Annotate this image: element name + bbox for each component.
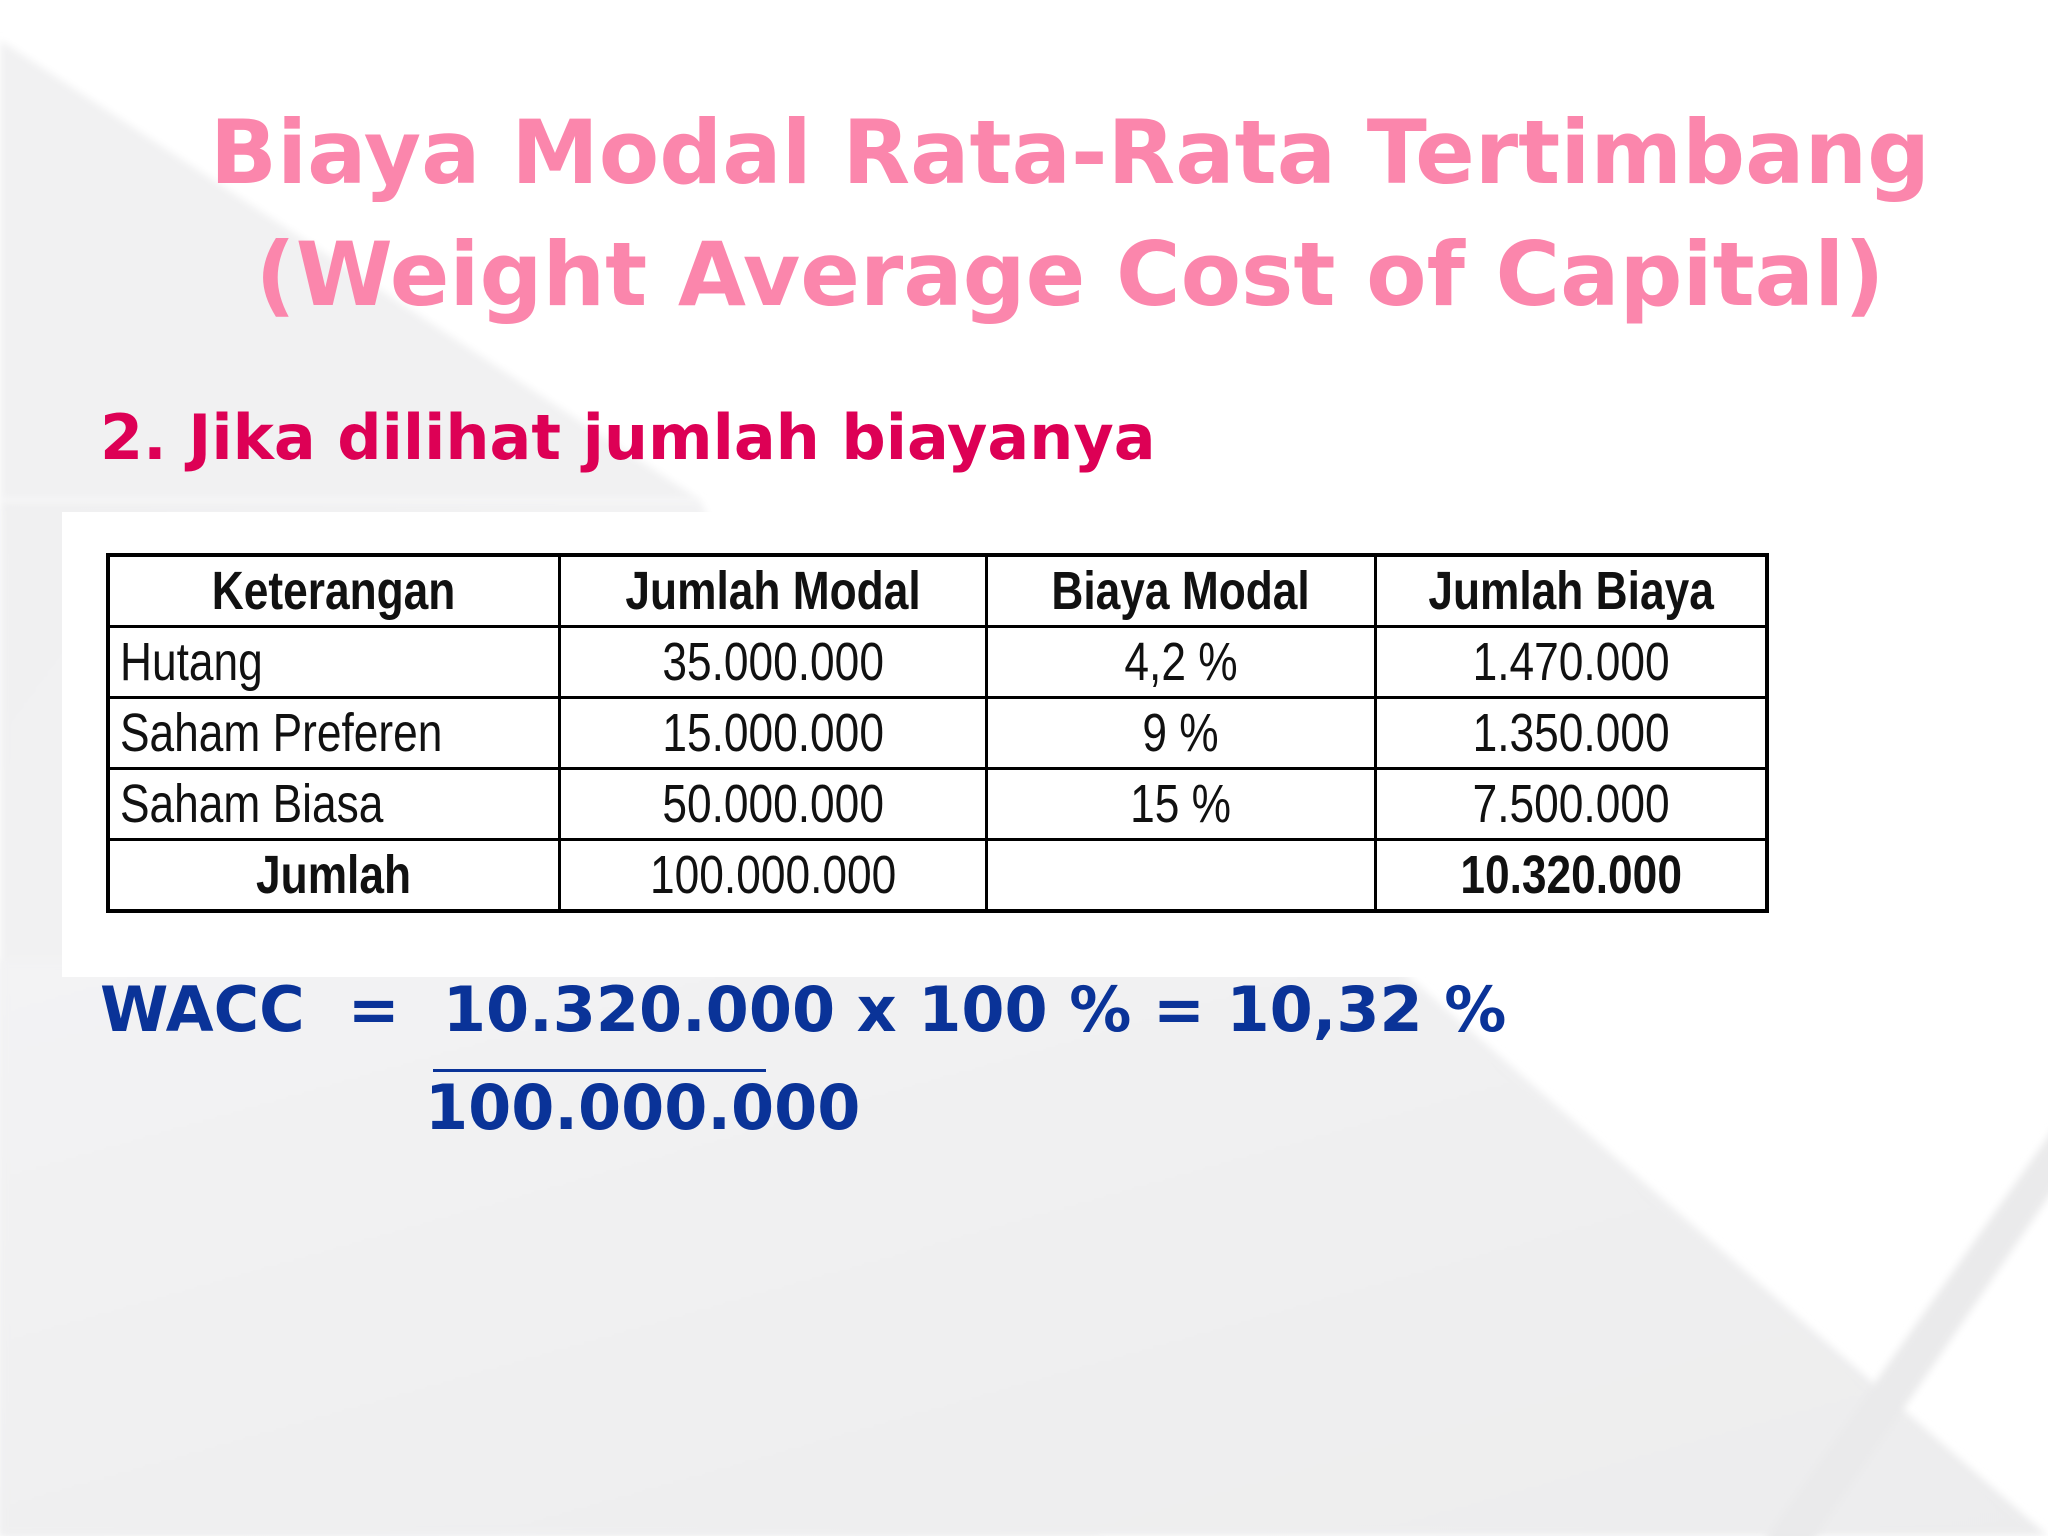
- header-jumlah-biaya: Jumlah Biaya: [1374, 553, 1769, 628]
- section-subtitle: 2. Jika dilihat jumlah biayanya: [100, 401, 1156, 474]
- table-row: Hutang 35.000.000 4,2 % 1.470.000: [106, 625, 1769, 699]
- cell-jumlah-biaya: 1.350.000: [1374, 696, 1769, 770]
- wacc-denominator: 100.000.000: [425, 1071, 861, 1144]
- fraction-line: [433, 1069, 766, 1072]
- header-jumlah-modal: Jumlah Modal: [558, 553, 988, 628]
- slide-title: Biaya Modal Rata-Rata Tertimbang (Weight…: [170, 92, 1970, 336]
- header-biaya-modal: Biaya Modal: [985, 553, 1377, 628]
- cell-total-jumlah-biaya: 10.320.000: [1374, 838, 1769, 913]
- cell-keterangan: Saham Biasa: [106, 767, 561, 841]
- table-total-row: Jumlah 100.000.000 10.320.000: [106, 838, 1769, 913]
- cell-total-biaya-modal: [985, 838, 1377, 913]
- cell-total-label: Jumlah: [106, 838, 561, 913]
- cell-biaya-modal: 9 %: [985, 696, 1377, 770]
- cell-keterangan: Saham Preferen: [106, 696, 561, 770]
- table-header-row: Keterangan Jumlah Modal Biaya Modal Juml…: [106, 553, 1769, 628]
- table-row: Saham Preferen 15.000.000 9 % 1.350.000: [106, 696, 1769, 770]
- wacc-formula: WACC = 10.320.000 x 100 % = 10,32 %: [100, 973, 1507, 1046]
- header-keterangan: Keterangan: [106, 553, 561, 628]
- cell-jumlah-modal: 15.000.000: [558, 696, 988, 770]
- cell-biaya-modal: 4,2 %: [985, 625, 1377, 699]
- table-row: Saham Biasa 50.000.000 15 % 7.500.000: [106, 767, 1769, 841]
- cell-jumlah-modal: 50.000.000: [558, 767, 988, 841]
- cell-jumlah-modal: 35.000.000: [558, 625, 988, 699]
- cell-biaya-modal: 15 %: [985, 767, 1377, 841]
- cell-jumlah-biaya: 1.470.000: [1374, 625, 1769, 699]
- cost-of-capital-table: Keterangan Jumlah Modal Biaya Modal Juml…: [106, 553, 1769, 913]
- cell-jumlah-biaya: 7.500.000: [1374, 767, 1769, 841]
- cell-keterangan: Hutang: [106, 625, 561, 699]
- title-line-1: Biaya Modal Rata-Rata Tertimbang: [209, 101, 1931, 204]
- title-line-2: (Weight Average Cost of Capital): [255, 223, 1885, 326]
- cell-total-jumlah-modal: 100.000.000: [558, 838, 988, 913]
